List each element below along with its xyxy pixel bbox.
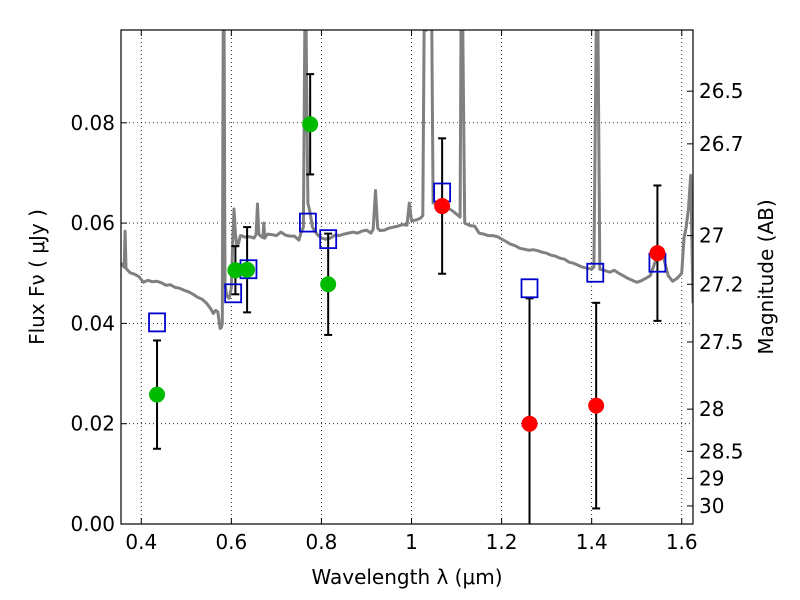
x-tick-label: 0.8	[306, 530, 338, 554]
x-axis-label: Wavelength λ (μm)	[311, 565, 502, 589]
x-tick-label: 1	[405, 530, 418, 554]
y2-tick-label: 27	[699, 224, 724, 248]
flux-point	[320, 276, 337, 293]
template-spectrum	[121, 30, 693, 330]
model-square	[224, 283, 243, 304]
model-squares	[148, 182, 667, 333]
y-tick-label: 0.06	[70, 211, 115, 235]
x-tick-label: 1.4	[576, 530, 608, 554]
y-tick-label: 0.08	[70, 111, 115, 135]
flux-point	[302, 116, 319, 133]
axis-ticks	[121, 30, 693, 525]
x-tick-label: 0.6	[215, 530, 247, 554]
plot-frame	[120, 29, 694, 525]
y2-tick-label: 27.5	[699, 330, 744, 354]
y-tick-label: 0.02	[70, 412, 115, 436]
y2-tick-label: 30	[699, 494, 724, 518]
model-square	[148, 312, 166, 333]
measured-fluxes	[149, 116, 666, 432]
y-tick-label: 0.04	[70, 311, 115, 335]
tick-labels: 0.4 0.6 0.8 1 1.2 1.4 1.6 0.00 0.02 0.04 0.06 0.08 2…	[70, 79, 743, 554]
model-square	[299, 212, 317, 233]
grid-lines	[121, 30, 693, 525]
flux-point	[434, 198, 451, 215]
flux-point	[239, 261, 256, 278]
y2-tick-label: 26.7	[699, 132, 744, 156]
flux-point	[149, 386, 166, 403]
template-line	[121, 30, 693, 330]
y2-tick-label: 29	[699, 466, 724, 490]
flux-point	[649, 245, 666, 262]
model-square	[586, 262, 605, 283]
y2-axis-label: Magnitude (AB)	[754, 199, 778, 354]
y2-tick-label: 28	[699, 397, 724, 421]
y2-tick-label: 27.2	[699, 272, 744, 296]
y-tick-label: 0.00	[70, 512, 115, 536]
y-axis-label: Flux Fν ( μJy )	[25, 209, 49, 345]
y2-tick-label: 26.5	[699, 79, 744, 103]
flux-point	[588, 397, 605, 414]
model-square	[520, 278, 539, 299]
x-tick-label: 0.4	[125, 530, 157, 554]
x-tick-label: 1.6	[666, 530, 698, 554]
model-square	[319, 229, 338, 250]
y2-tick-label: 28.5	[699, 439, 744, 463]
flux-point	[521, 415, 538, 432]
x-tick-label: 1.2	[486, 530, 518, 554]
